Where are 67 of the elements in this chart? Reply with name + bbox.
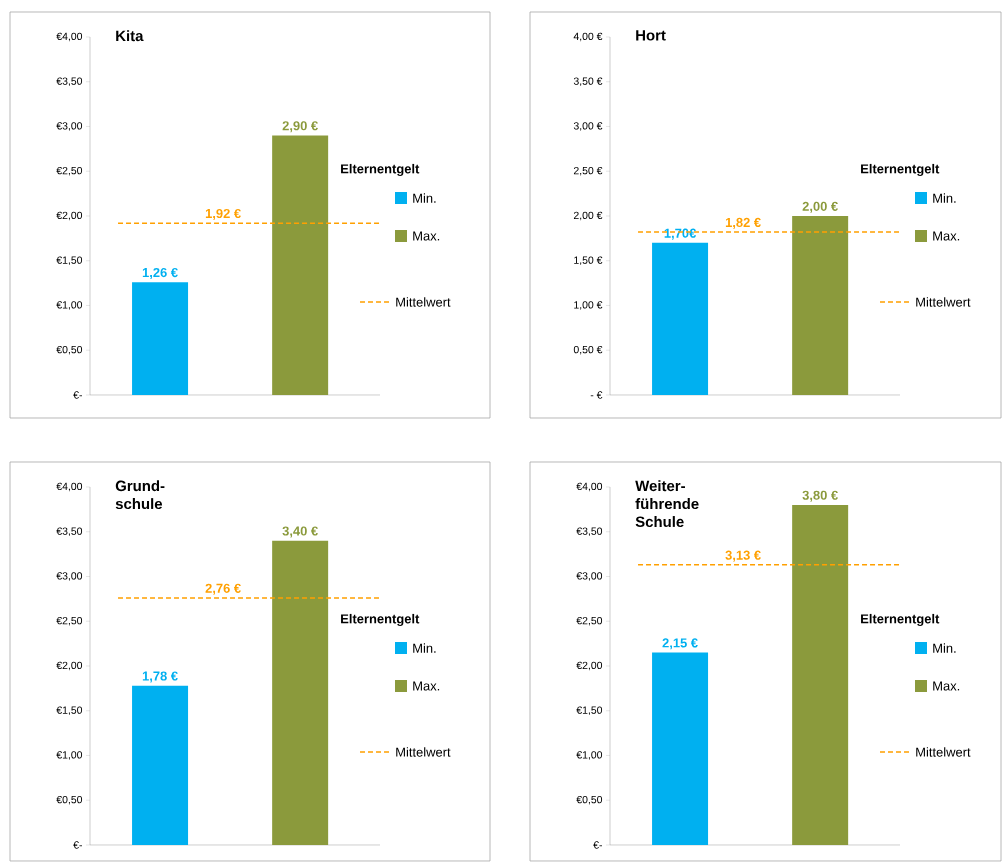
data-label: 1,26 €	[142, 267, 178, 280]
legend-title: Elternentgelt	[861, 163, 940, 177]
data-label: 2,00 €	[802, 201, 838, 213]
y-tick-label: 2,00 €	[573, 211, 603, 221]
y-tick-label: €2,50	[576, 616, 603, 626]
y-tick-label: €2,00	[56, 661, 83, 671]
y-tick-label: €3,00	[56, 122, 83, 131]
legend-label: Mittelwert	[396, 747, 451, 757]
y-tick-label: €0,50	[56, 345, 83, 355]
legend-label: Min.	[933, 643, 956, 653]
y-tick-label: 3,00 €	[573, 122, 603, 131]
legend-label: Mittelwert	[916, 297, 971, 307]
y-tick-label: €-	[593, 841, 603, 849]
y-tick-label: €3,50	[56, 527, 83, 537]
y-tick-label: €-	[73, 391, 83, 399]
chart-title: Hort	[636, 30, 666, 41]
legend-title: Elternentgelt	[341, 163, 420, 177]
legend-label: Min.	[413, 643, 436, 653]
y-tick-label: €4,00	[56, 32, 83, 42]
chart-title: Kita	[116, 30, 144, 42]
annotation: 3,13 €	[725, 550, 761, 562]
y-tick-label: €1,50	[576, 706, 603, 716]
y-tick-label: €3,00	[576, 572, 603, 581]
annotation: 1,92 €	[205, 208, 241, 220]
legend-label: Max.	[413, 231, 440, 241]
data-label: 1,78 €	[142, 671, 178, 683]
legend-label: Max.	[933, 231, 960, 241]
y-tick-label: €2,00	[56, 211, 83, 221]
y-tick-label: 3,50 €	[573, 77, 603, 87]
y-tick-label: €3,50	[56, 77, 83, 87]
legend-label: Min.	[933, 193, 956, 203]
y-tick-label: €-	[73, 841, 83, 849]
legend-label: Mittelwert	[396, 297, 451, 307]
y-tick-label: €2,00	[576, 661, 603, 671]
y-tick-label: €1,00	[56, 301, 83, 310]
data-label: 3,80 €	[802, 490, 838, 502]
y-tick-label: €0,50	[56, 795, 83, 805]
y-tick-label: €4,00	[576, 482, 603, 492]
y-tick-label: €1,50	[56, 706, 83, 716]
y-tick-label: €1,00	[576, 751, 603, 760]
y-tick-label: 2,50 €	[573, 166, 603, 176]
data-label: 3,40 €	[282, 526, 318, 538]
data-label: 2,15 €	[662, 638, 698, 650]
y-tick-label: €3,50	[576, 527, 603, 537]
data-label: 2,90 €	[282, 121, 318, 133]
legend-label: Mittelwert	[916, 747, 971, 757]
legend-label: Max.	[933, 681, 960, 691]
y-tick-label: €2,50	[56, 616, 83, 626]
annotation: 2,76 €	[205, 583, 241, 595]
legend-label: Max.	[413, 681, 440, 691]
y-tick-label: 1,50 €	[574, 256, 603, 266]
text: Weiter-führende Schule	[635, 480, 699, 528]
y-tick-label: €4,00	[56, 482, 83, 492]
y-tick-label: 0,50 €	[573, 345, 603, 355]
y-tick-label: €0,50	[576, 795, 603, 805]
y-tick-label: 4,00 €	[573, 32, 603, 42]
legend-title: Elternentgelt	[861, 613, 940, 627]
y-tick-label: €1,50	[56, 256, 83, 266]
chart-title: Grund-schule	[115, 480, 165, 510]
annotation: 1,82 €	[725, 217, 761, 229]
y-tick-label: €2,50	[56, 166, 83, 176]
y-tick-label: €1,00	[56, 751, 83, 760]
y-tick-label: 1,00 €	[574, 301, 603, 310]
legend-title: Elternentgelt	[341, 613, 420, 627]
legend-label: Min.	[413, 193, 436, 203]
y-tick-label: - €	[590, 391, 603, 399]
y-tick-label: €3,00	[56, 572, 83, 581]
